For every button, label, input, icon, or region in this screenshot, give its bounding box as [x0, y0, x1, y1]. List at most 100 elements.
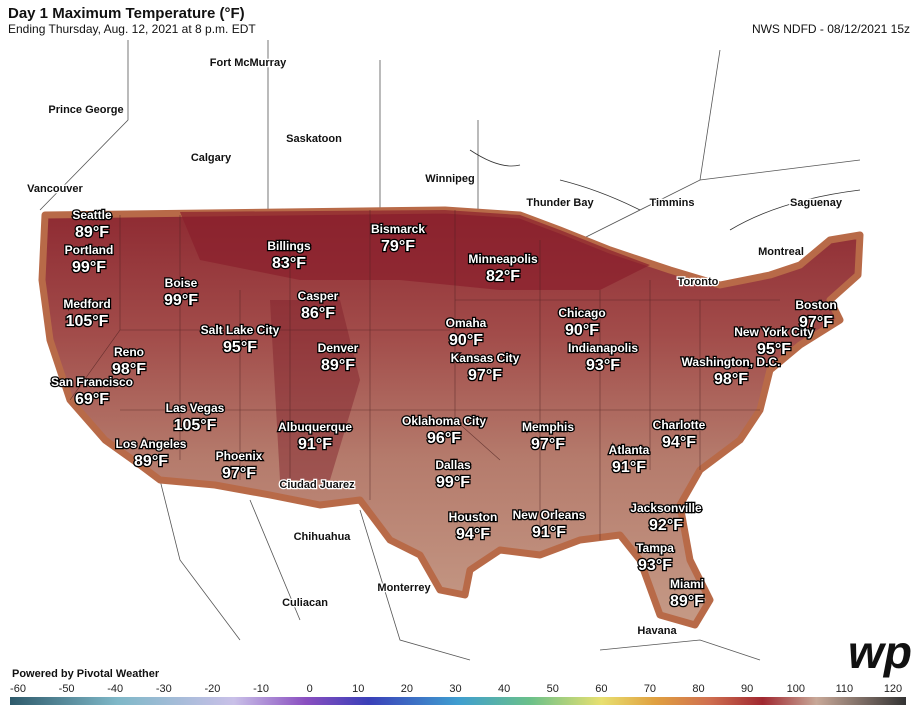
city-name: New Orleans	[513, 508, 586, 522]
scale-tick-label: 50	[547, 683, 559, 695]
city-name: Omaha	[446, 316, 487, 330]
source-stamp: NWS NDFD - 08/12/2021 15z	[752, 22, 910, 36]
place-name: Timmins	[649, 197, 694, 209]
map-subtitle: Ending Thursday, Aug. 12, 2021 at 8 p.m.…	[8, 22, 256, 36]
city-name: Memphis	[522, 420, 574, 434]
city-temp: 99°F	[72, 259, 106, 276]
place-name: Winnipeg	[425, 173, 474, 185]
color-scale-bar	[10, 697, 906, 705]
city-name: Casper	[298, 289, 339, 303]
city-name: Billings	[267, 239, 311, 253]
city-temp: 95°F	[757, 341, 791, 358]
place-name: Culiacan	[282, 597, 328, 609]
scale-tick-label: 0	[307, 683, 313, 695]
city-temp: 90°F	[565, 322, 599, 339]
city-name: Minneapolis	[468, 252, 538, 266]
scale-tick-label: -20	[204, 683, 220, 695]
city-temp: 94°F	[662, 434, 696, 451]
map-title: Day 1 Maximum Temperature (°F)	[8, 5, 245, 22]
city-name: Oklahoma City	[402, 414, 486, 428]
rockies-region	[270, 300, 360, 480]
scale-tick-label: -60	[10, 683, 26, 695]
scale-tick-label: 110	[836, 683, 854, 695]
land-temperature	[38, 206, 864, 629]
city-name: Dallas	[435, 458, 471, 472]
place-name: Toronto	[678, 276, 719, 288]
city-temp: 69°F	[75, 391, 109, 408]
place-name: Montreal	[758, 246, 804, 258]
scale-tick-label: -30	[156, 683, 172, 695]
scale-tick-label: -40	[107, 683, 123, 695]
scale-tick-label: 20	[401, 683, 413, 695]
city-temp: 97°F	[799, 314, 833, 331]
city-name: Chicago	[558, 306, 605, 320]
city-name: Boston	[795, 298, 836, 312]
city-name: Jacksonville	[630, 501, 702, 515]
city-name: Reno	[114, 345, 144, 359]
scale-tick-label: 70	[644, 683, 656, 695]
city-name: Los Angeles	[116, 437, 187, 451]
place-name: Saskatoon	[286, 133, 342, 145]
place-name: Ciudad Juarez	[279, 479, 355, 491]
city-temp: 90°F	[449, 332, 483, 349]
city-temp: 99°F	[436, 474, 470, 491]
city-temp: 96°F	[427, 430, 461, 447]
scale-tick-label: -50	[59, 683, 75, 695]
city-name: Charlotte	[653, 418, 706, 432]
city-temp: 93°F	[586, 357, 620, 374]
city-temp: 95°F	[223, 339, 257, 356]
scale-tick-label: 100	[787, 683, 805, 695]
place-name: Vancouver	[27, 183, 83, 195]
place-name: Prince George	[48, 104, 123, 116]
city-temp: 97°F	[222, 465, 256, 482]
city-temp: 98°F	[714, 371, 748, 388]
place-name: Havana	[637, 625, 677, 637]
city-name: Washington, D.C.	[682, 355, 781, 369]
scale-tick-label: -10	[253, 683, 269, 695]
scale-tick-label: 80	[692, 683, 704, 695]
header: Day 1 Maximum Temperature (°F) Ending Th…	[8, 5, 912, 680]
cool-north-region	[180, 210, 650, 290]
city-name: Kansas City	[451, 351, 520, 365]
scale-tick-label: 40	[498, 683, 510, 695]
city-temp: 94°F	[456, 526, 490, 543]
city-temp: 86°F	[301, 305, 335, 322]
city-name: San Francisco	[51, 375, 133, 389]
city-temp: 98°F	[112, 361, 146, 378]
city-temp: 89°F	[321, 357, 355, 374]
city-name: Indianapolis	[568, 341, 638, 355]
city-name: Phoenix	[216, 449, 263, 463]
city-temp: 99°F	[164, 292, 198, 309]
city-name: Las Vegas	[166, 401, 225, 415]
place-name: Monterrey	[377, 582, 431, 594]
credit: Powered by Pivotal Weather	[12, 668, 160, 680]
city-temp: 79°F	[381, 238, 415, 255]
city-temp: 89°F	[670, 593, 704, 610]
city-name: Atlanta	[609, 443, 650, 457]
city-name: Bismarck	[371, 222, 425, 236]
state-lines	[69, 210, 780, 540]
city-name: Medford	[63, 297, 110, 311]
city-name: New York City	[734, 325, 814, 339]
city-temp: 91°F	[532, 524, 566, 541]
city-name: Miami	[670, 577, 704, 591]
place-name: Calgary	[191, 152, 232, 164]
scale-tick-label: 90	[741, 683, 753, 695]
city-name: Boise	[165, 276, 198, 290]
city-name: Seattle	[72, 208, 112, 222]
city-temp: 82°F	[486, 268, 520, 285]
city-temp: 105°F	[174, 417, 217, 434]
city-temp: 92°F	[649, 517, 683, 534]
city-temp: 91°F	[298, 436, 332, 453]
borders	[39, 40, 861, 661]
city-temp: 91°F	[612, 459, 646, 476]
scale-tick-label: 30	[449, 683, 461, 695]
city-temp: 93°F	[638, 557, 672, 574]
logo: wp	[848, 626, 912, 678]
place-name: Chihuahua	[294, 531, 352, 543]
city-temp: 97°F	[531, 436, 565, 453]
city-name: Portland	[65, 243, 114, 257]
city-temp: 89°F	[75, 224, 109, 241]
